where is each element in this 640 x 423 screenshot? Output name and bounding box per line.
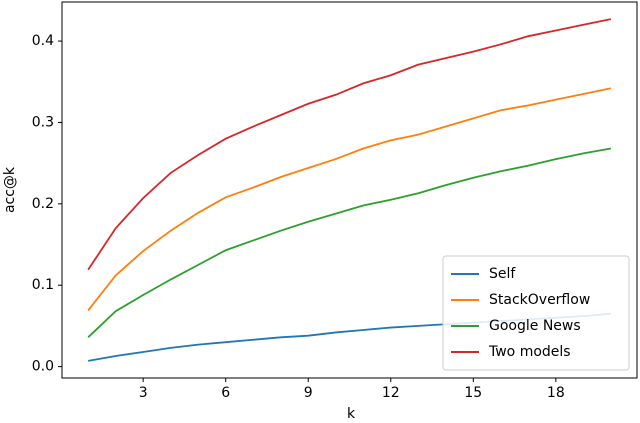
x-tick-label: 18	[547, 385, 565, 401]
legend-label: Self	[489, 266, 516, 282]
x-tick-label: 3	[139, 385, 148, 401]
legend-label: StackOverflow	[489, 292, 590, 308]
x-tick-label: 9	[304, 385, 313, 401]
data-line	[87, 87, 612, 312]
legend-label: Google News	[489, 318, 581, 334]
y-tick-label: 0.4	[32, 33, 54, 49]
x-tick-label: 12	[382, 385, 400, 401]
y-tick-label: 0.2	[32, 196, 54, 212]
data-line	[87, 18, 612, 271]
y-tick-label: 0.0	[32, 359, 54, 375]
y-tick-label: 0.3	[32, 114, 54, 130]
plot-frame	[61, 1, 638, 379]
data-line	[87, 147, 612, 338]
y-axis-label: acc@k	[2, 166, 18, 213]
x-tick-label: 6	[221, 385, 230, 401]
legend-box	[442, 255, 630, 371]
y-tick-label: 0.1	[32, 277, 54, 293]
legend-label: Two models	[488, 344, 571, 360]
x-axis-label: k	[347, 406, 356, 422]
x-tick-label: 15	[464, 385, 482, 401]
